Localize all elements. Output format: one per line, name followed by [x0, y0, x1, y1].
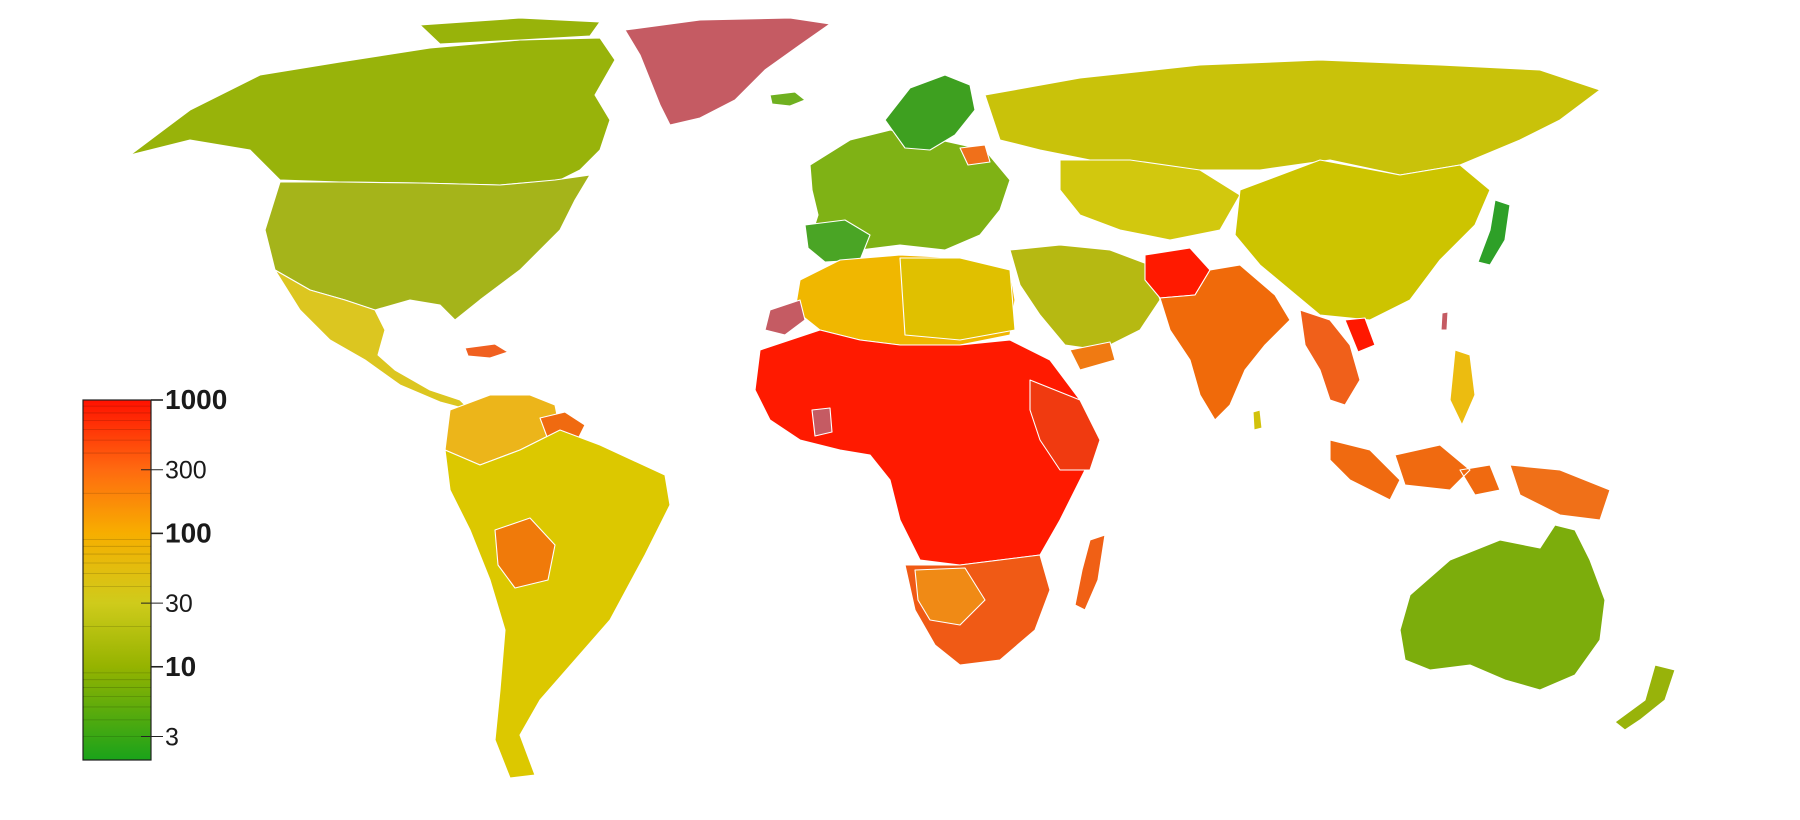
region-western-sahara	[764, 299, 806, 336]
region-australia	[1399, 524, 1606, 691]
region-madagascar	[1074, 534, 1106, 611]
legend-color-bar	[82, 399, 152, 761]
region-caribbean	[464, 343, 509, 359]
region-sri-lanka	[1252, 409, 1263, 431]
legend-minor-ticks	[83, 405, 151, 761]
region-indonesia	[1329, 439, 1501, 501]
region-central-asia	[1059, 159, 1241, 241]
region-bolivia	[494, 517, 556, 589]
legend-ticks: 1000 300 100 30 10 3	[141, 384, 227, 752]
region-brazil	[444, 429, 671, 779]
region-new-guinea	[1509, 464, 1611, 521]
region-new-zealand	[1614, 664, 1676, 731]
region-west-africa-nodata	[811, 407, 833, 437]
region-japan	[1477, 199, 1511, 266]
legend-tick-label: 10	[165, 651, 196, 682]
region-india	[1159, 264, 1291, 421]
legend-tick-label: 100	[165, 517, 212, 548]
region-east-africa	[1029, 379, 1101, 471]
region-mexico	[274, 269, 471, 411]
region-canada-alaska	[129, 37, 616, 186]
region-belarus	[959, 144, 991, 166]
region-iceland	[769, 91, 806, 107]
region-middle-east	[1009, 244, 1161, 351]
region-taiwan	[1440, 311, 1449, 331]
region-philippines	[1449, 349, 1476, 426]
legend-tick-label: 300	[165, 457, 207, 485]
region-scandinavia	[884, 74, 976, 151]
legend-tick-label: 3	[165, 724, 179, 752]
region-yemen	[1069, 341, 1116, 371]
region-greenland	[624, 17, 831, 126]
region-southeast-asia	[1299, 309, 1361, 406]
region-arctic-islands	[419, 17, 601, 45]
legend-tick-label: 30	[165, 590, 193, 618]
legend-tick-label: 1000	[165, 384, 227, 415]
region-namibia-botswana	[914, 567, 986, 626]
region-egypt-libya	[899, 257, 1016, 341]
region-laos	[1344, 317, 1376, 353]
region-china	[1234, 159, 1491, 321]
